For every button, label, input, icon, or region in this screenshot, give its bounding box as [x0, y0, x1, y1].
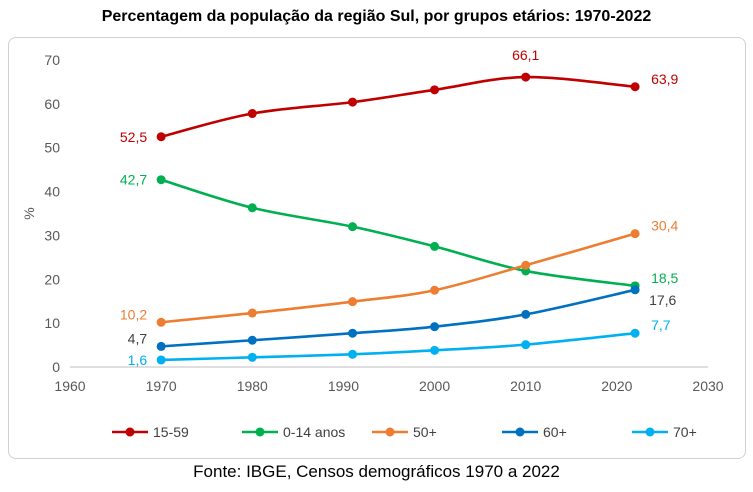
data-point — [247, 352, 257, 362]
x-tick-label: 1960 — [54, 378, 85, 394]
series-line-60+ — [161, 288, 636, 348]
data-point — [348, 222, 358, 232]
data-point — [430, 322, 440, 332]
data-label: 7,7 — [651, 317, 671, 333]
data-point — [247, 335, 257, 345]
data-point — [348, 97, 358, 107]
data-point — [156, 355, 166, 365]
y-tick-label: 20 — [44, 271, 60, 287]
y-axis-label: % — [21, 207, 37, 219]
x-tick-label: 1970 — [146, 378, 177, 394]
data-point — [348, 297, 358, 307]
data-point — [247, 308, 257, 318]
x-tick-label: 1980 — [237, 378, 268, 394]
data-label: 18,5 — [651, 270, 678, 286]
data-point — [521, 340, 531, 350]
legend-label: 0-14 anos — [283, 424, 345, 440]
data-point — [630, 328, 640, 338]
data-point — [521, 72, 531, 82]
legend-label: 15-59 — [153, 424, 189, 440]
data-point — [156, 317, 166, 327]
x-tick-label: 2020 — [601, 378, 632, 394]
y-tick-label: 70 — [44, 52, 60, 68]
data-label: 52,5 — [120, 129, 147, 145]
data-point — [247, 109, 257, 119]
data-label: 42,7 — [120, 172, 147, 188]
x-tick-label: 2010 — [510, 378, 541, 394]
x-tick-label: 2030 — [692, 378, 723, 394]
x-tick-label: 2000 — [419, 378, 450, 394]
data-point — [521, 309, 531, 319]
data-point — [156, 341, 166, 351]
data-label: 17,6 — [649, 292, 676, 308]
data-label: 63,9 — [651, 71, 678, 87]
legend-marker — [385, 427, 395, 437]
legend-label: 60+ — [543, 424, 567, 440]
data-point — [430, 241, 440, 251]
data-point — [521, 260, 531, 270]
data-point — [430, 285, 440, 295]
legend-label: 50+ — [413, 424, 437, 440]
data-label: 1,6 — [128, 352, 148, 368]
legend-marker — [125, 427, 135, 437]
y-tick-label: 10 — [44, 315, 60, 331]
data-point — [348, 328, 358, 338]
chart-title: Percentagem da população da região Sul, … — [101, 8, 652, 25]
legend-marker — [645, 427, 655, 437]
data-label: 10,2 — [120, 306, 147, 322]
series-line-0-14 anos — [160, 178, 636, 288]
data-point — [630, 285, 640, 295]
y-tick-label: 0 — [52, 359, 60, 375]
data-label: 30,4 — [651, 218, 678, 234]
y-tick-label: 60 — [44, 96, 60, 112]
data-point — [247, 203, 257, 213]
data-point — [156, 132, 166, 142]
data-point — [630, 229, 640, 239]
series-line-70+ — [161, 331, 636, 362]
legend-marker — [515, 427, 525, 437]
chart-frame — [8, 37, 746, 459]
x-tick-label: 1990 — [328, 378, 359, 394]
data-point — [430, 345, 440, 355]
y-tick-label: 50 — [44, 140, 60, 156]
data-point — [430, 85, 440, 95]
legend-marker — [255, 427, 265, 437]
data-point — [348, 349, 358, 359]
source-note: Fonte: IBGE, Censos demográficos 1970 a … — [193, 462, 560, 481]
y-tick-label: 40 — [44, 184, 60, 200]
data-point — [156, 175, 166, 185]
data-point — [630, 82, 640, 92]
legend-label: 70+ — [673, 424, 697, 440]
data-label: 4,7 — [128, 330, 148, 346]
y-tick-label: 30 — [44, 227, 60, 243]
series-line-15-59 — [160, 75, 636, 139]
series-line-50+ — [161, 232, 636, 324]
data-label: 66,1 — [512, 47, 539, 63]
